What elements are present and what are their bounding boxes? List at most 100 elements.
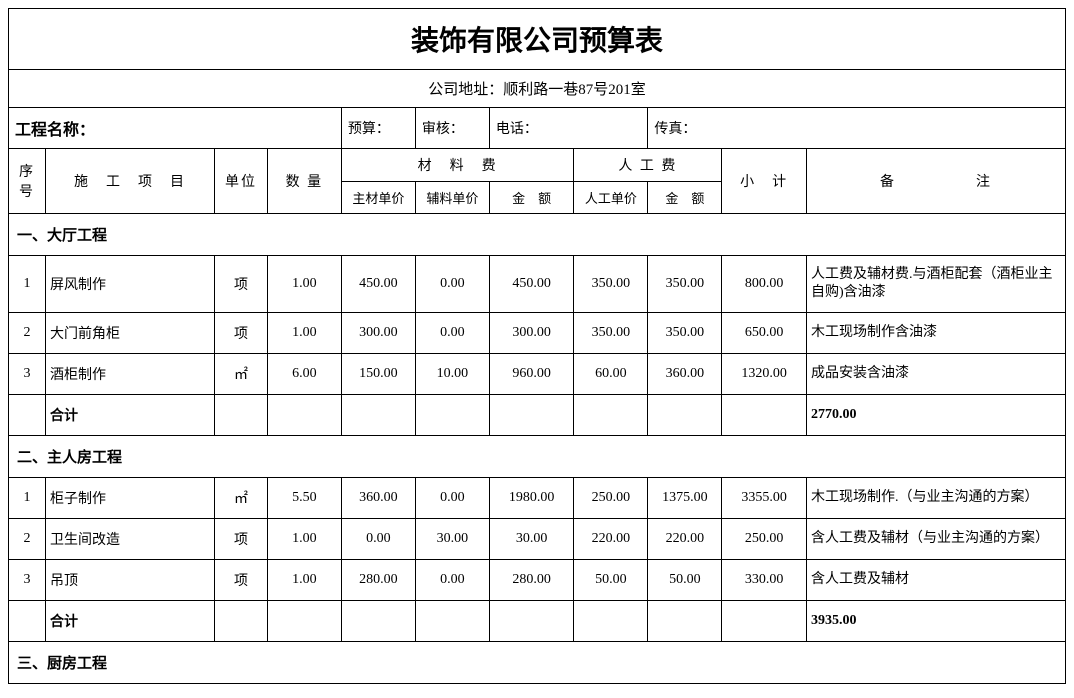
cell-empty: [267, 395, 341, 436]
cell-empty: [489, 601, 574, 642]
cell-sub: 250.00: [722, 519, 807, 560]
cell-mamt: 1980.00: [489, 478, 574, 519]
cell-maux: 0.00: [415, 313, 489, 354]
cell-name: 大门前角柜: [45, 313, 214, 354]
cell-empty: [341, 601, 415, 642]
cell-empty: [574, 395, 648, 436]
title-row: 装饰有限公司预算表: [9, 9, 1066, 70]
table-row: 3酒柜制作㎡6.00150.0010.00960.0060.00360.0013…: [9, 354, 1066, 395]
cell-sub: 650.00: [722, 313, 807, 354]
cell-mamt: 300.00: [489, 313, 574, 354]
budget-table: 装饰有限公司预算表 公司地址：顺利路一巷87号201室 工程名称： 预算： 审核…: [8, 8, 1066, 684]
cell-qty: 1.00: [267, 519, 341, 560]
cell-name: 酒柜制作: [45, 354, 214, 395]
table-row: 1柜子制作㎡5.50360.000.001980.00250.001375.00…: [9, 478, 1066, 519]
cell-empty: [648, 395, 722, 436]
table-row: 1屏风制作项1.00450.000.00450.00350.00350.0080…: [9, 256, 1066, 313]
address-cell: 公司地址：顺利路一巷87号201室: [9, 70, 1066, 108]
cell-remark: 木工现场制作.（与业主沟通的方案）: [806, 478, 1065, 519]
cell-maux: 0.00: [415, 256, 489, 313]
cell-mamt: 280.00: [489, 560, 574, 601]
cell-name: 吊顶: [45, 560, 214, 601]
subtotal-row: 合计2770.00: [9, 395, 1066, 436]
cell-lamt: 50.00: [648, 560, 722, 601]
cell-empty: [648, 601, 722, 642]
col-mat-amt: 金 额: [489, 182, 574, 214]
cell-lunit: 50.00: [574, 560, 648, 601]
cell-empty: [215, 601, 268, 642]
cell-no: 2: [9, 313, 46, 354]
table-row: 2卫生间改造项1.000.0030.0030.00220.00220.00250…: [9, 519, 1066, 560]
cell-lunit: 220.00: [574, 519, 648, 560]
cell-mmain: 360.00: [341, 478, 415, 519]
cell-remark: 成品安装含油漆: [806, 354, 1065, 395]
cell-maux: 0.00: [415, 560, 489, 601]
cell-unit: 项: [215, 256, 268, 313]
cell-mamt: 30.00: [489, 519, 574, 560]
cell-qty: 1.00: [267, 560, 341, 601]
cell-lamt: 220.00: [648, 519, 722, 560]
cell-no: 2: [9, 519, 46, 560]
cell-lamt: 360.00: [648, 354, 722, 395]
header-row-1: 序号 施 工 项 目 单位 数 量 材 料 费 人 工 费 小 计 备 注: [9, 149, 1066, 182]
cell-unit: 项: [215, 519, 268, 560]
cell-qty: 1.00: [267, 313, 341, 354]
cell-lamt: 1375.00: [648, 478, 722, 519]
cell-mmain: 450.00: [341, 256, 415, 313]
cell-remark: 含人工费及辅材: [806, 560, 1065, 601]
cell-mmain: 0.00: [341, 519, 415, 560]
col-lab-amt: 金 额: [648, 182, 722, 214]
meta-row: 工程名称： 预算： 审核： 电话： 传真：: [9, 108, 1066, 149]
cell-name: 柜子制作: [45, 478, 214, 519]
cell-mmain: 150.00: [341, 354, 415, 395]
cell-maux: 10.00: [415, 354, 489, 395]
cell-lunit: 60.00: [574, 354, 648, 395]
table-row: 3吊顶项1.00280.000.00280.0050.0050.00330.00…: [9, 560, 1066, 601]
cell-unit: 项: [215, 560, 268, 601]
cell-sub: 1320.00: [722, 354, 807, 395]
cell-name: 卫生间改造: [45, 519, 214, 560]
cell-lamt: 350.00: [648, 313, 722, 354]
section-title-row: 三、厨房工程: [9, 642, 1066, 684]
section-title-row: 二、主人房工程: [9, 436, 1066, 478]
cell-empty: [722, 601, 807, 642]
cell-no: 1: [9, 478, 46, 519]
cell-unit: 项: [215, 313, 268, 354]
col-labor: 人 工 费: [574, 149, 722, 182]
col-remark: 备 注: [806, 149, 1065, 214]
cell-mamt: 960.00: [489, 354, 574, 395]
cell-empty: [415, 601, 489, 642]
section-title: 三、厨房工程: [9, 642, 1066, 684]
subtotal-value: 3935.00: [806, 601, 1065, 642]
cell-sub: 330.00: [722, 560, 807, 601]
cell-empty: [9, 395, 46, 436]
cell-unit: ㎡: [215, 354, 268, 395]
cell-sub: 800.00: [722, 256, 807, 313]
cell-empty: [341, 395, 415, 436]
cell-empty: [9, 601, 46, 642]
col-mat-main: 主材单价: [341, 182, 415, 214]
cell-remark: 人工费及辅材费.与酒柜配套（酒柜业主自购)含油漆: [806, 256, 1065, 313]
cell-empty: [415, 395, 489, 436]
col-item: 施 工 项 目: [45, 149, 214, 214]
section-title: 一、大厅工程: [9, 214, 1066, 256]
section-title: 二、主人房工程: [9, 436, 1066, 478]
table-body: 一、大厅工程1屏风制作项1.00450.000.00450.00350.0035…: [9, 214, 1066, 684]
cell-lunit: 350.00: [574, 313, 648, 354]
cell-empty: [574, 601, 648, 642]
subtotal-label: 合计: [45, 395, 214, 436]
cell-maux: 0.00: [415, 478, 489, 519]
cell-lamt: 350.00: [648, 256, 722, 313]
cell-remark: 木工现场制作含油漆: [806, 313, 1065, 354]
section-title-row: 一、大厅工程: [9, 214, 1066, 256]
col-subtotal: 小 计: [722, 149, 807, 214]
col-seq: 序号: [9, 149, 46, 214]
col-material: 材 料 费: [341, 149, 574, 182]
cell-maux: 30.00: [415, 519, 489, 560]
col-unit: 单位: [215, 149, 268, 214]
cell-no: 1: [9, 256, 46, 313]
phone-label: 电话：: [489, 108, 648, 149]
cell-lunit: 250.00: [574, 478, 648, 519]
cell-name: 屏风制作: [45, 256, 214, 313]
cell-qty: 5.50: [267, 478, 341, 519]
